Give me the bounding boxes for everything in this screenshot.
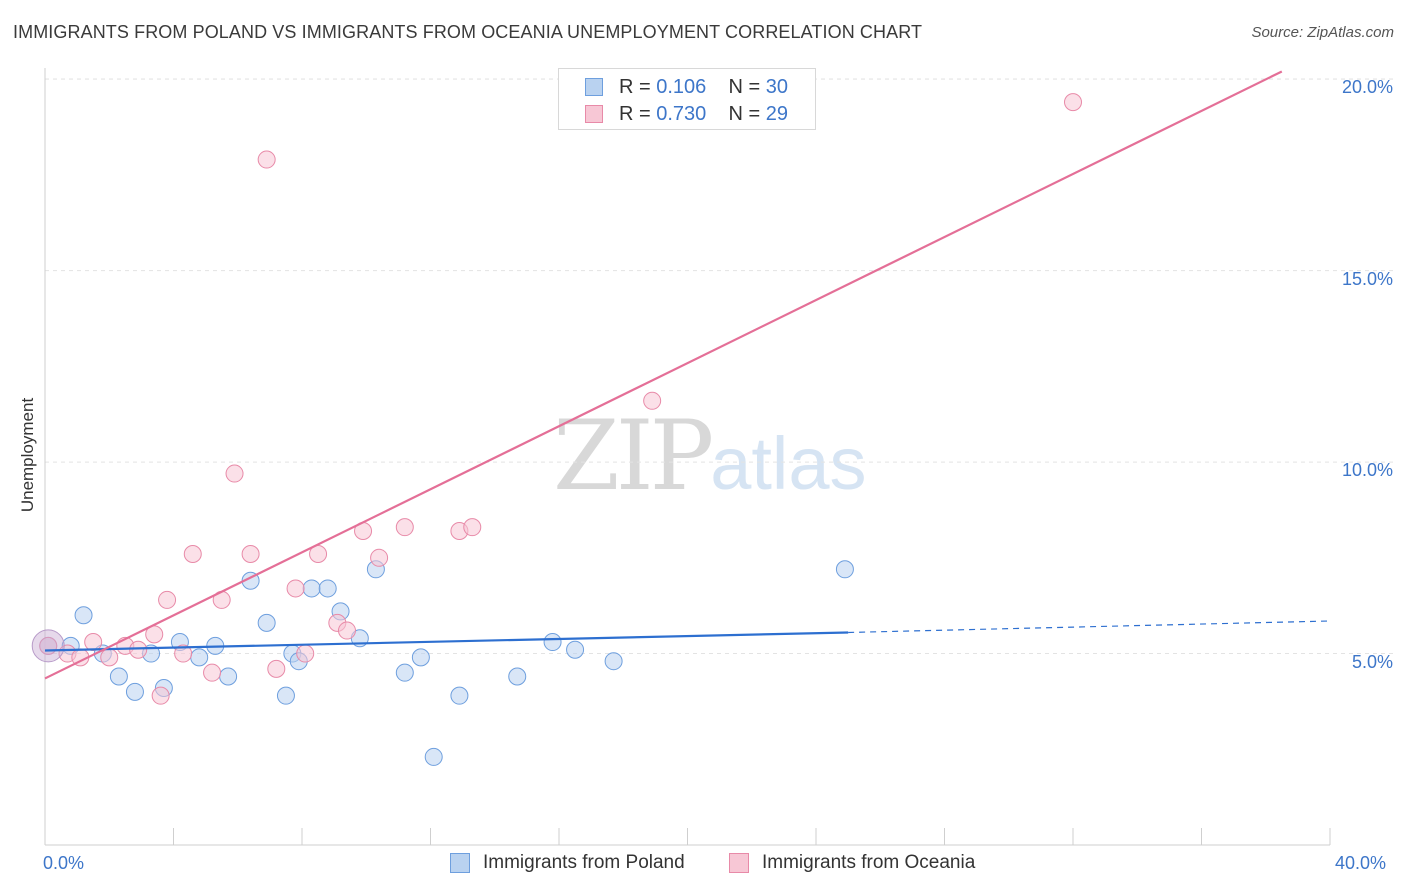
oceania-point <box>241 544 260 563</box>
oceania-point <box>158 590 177 609</box>
oceania-point <box>183 544 202 563</box>
bottom-legend-swatch-oceania <box>729 853 749 873</box>
oceania-point <box>267 659 286 678</box>
watermark-zip: ZIP <box>553 400 714 512</box>
bottom-legend-label-oceania: Immigrants from Oceania <box>762 852 976 873</box>
poland-point <box>543 633 562 652</box>
poland-point <box>395 663 414 682</box>
bottom-legend-swatch-poland <box>450 853 470 873</box>
chart-title: IMMIGRANTS FROM POLAND VS IMMIGRANTS FRO… <box>13 22 923 42</box>
poland-point <box>109 667 128 686</box>
oceania-point <box>395 518 414 537</box>
oceania-point <box>463 518 482 537</box>
legend-n-value-poland: 30 <box>765 76 789 98</box>
oceania-point <box>151 686 170 705</box>
oceania-point <box>100 648 119 667</box>
poland-point <box>219 667 238 686</box>
oceania-trend-line <box>44 70 1283 680</box>
bottom-legend-label-poland: Immigrants from Poland <box>483 852 685 873</box>
poland-point <box>835 560 854 579</box>
oceania-point <box>337 621 356 640</box>
poland-point <box>318 579 337 598</box>
y-tick-label: 15.0% <box>1341 268 1393 289</box>
legend-text-poland: R = 0.106 N = 30 <box>619 76 788 99</box>
poland-point <box>125 682 144 701</box>
oceania-point <box>370 548 389 567</box>
legend-r-value-oceania: 0.730 <box>656 103 707 125</box>
legend-r-label: R = <box>619 76 651 98</box>
oceania-point <box>643 391 662 410</box>
oceania-point <box>84 633 103 652</box>
poland-point <box>566 640 585 659</box>
legend-swatch-oceania <box>585 105 603 123</box>
poland-point <box>74 606 93 625</box>
oceania-point <box>296 644 315 663</box>
poland-point <box>257 613 276 632</box>
correlation-legend: R = 0.106 N = 30 R = 0.730 N = 29 <box>558 68 816 130</box>
poland-point <box>190 648 209 667</box>
oceania-point <box>129 640 148 659</box>
oceania-point <box>203 663 222 682</box>
poland-point <box>508 667 527 686</box>
oceania-point <box>1064 93 1082 112</box>
poland-point <box>424 747 443 766</box>
poland-point <box>411 648 430 667</box>
legend-n-label: N = <box>728 76 761 98</box>
cluster-point <box>31 629 65 663</box>
legend-n-value-oceania: 29 <box>765 103 789 125</box>
y-tick-label: 5.0% <box>1351 651 1393 672</box>
legend-swatch-poland <box>585 78 603 96</box>
legend-r-label: R = <box>619 103 651 125</box>
watermark-atlas: atlas <box>710 422 867 505</box>
poland-point <box>604 652 623 671</box>
legend-n-label: N = <box>728 103 761 125</box>
oceania-point <box>225 464 244 483</box>
poland-point <box>276 686 295 705</box>
watermark: ZIPatlas <box>553 400 867 512</box>
y-axis-label: Unemployment <box>18 397 37 513</box>
poland-trend-line <box>44 631 849 652</box>
x-tick-label-min: 0.0% <box>43 853 85 873</box>
oceania-point <box>257 150 276 169</box>
poland-point <box>302 579 321 598</box>
source-label: Source: ZipAtlas.com <box>1251 24 1394 41</box>
poland-trend-extension <box>848 620 1331 634</box>
legend-text-oceania: R = 0.730 N = 29 <box>619 103 788 126</box>
legend-r-value-poland: 0.106 <box>656 76 707 98</box>
poland-point <box>450 686 469 705</box>
oceania-point <box>286 579 305 598</box>
oceania-point <box>174 644 193 663</box>
x-tick-label-max: 40.0% <box>1335 853 1387 873</box>
y-tick-label: 10.0% <box>1341 460 1393 481</box>
y-tick-label: 20.0% <box>1341 77 1393 98</box>
